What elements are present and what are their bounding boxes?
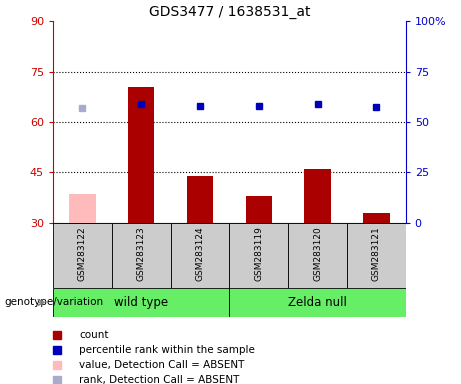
Bar [69,194,95,223]
Text: value, Detection Call = ABSENT: value, Detection Call = ABSENT [79,360,244,370]
Bar [229,288,406,317]
Bar [53,223,112,288]
Bar [363,213,390,223]
Text: wild type: wild type [114,296,168,309]
Bar [187,176,213,223]
Bar [246,196,272,223]
Text: percentile rank within the sample: percentile rank within the sample [79,345,255,355]
Text: GSM283123: GSM283123 [136,227,146,281]
Bar [53,288,230,317]
Text: GSM283121: GSM283121 [372,227,381,281]
Bar [171,223,230,288]
Bar [347,223,406,288]
Text: GSM283124: GSM283124 [195,227,205,281]
Text: genotype/variation: genotype/variation [5,297,104,308]
Bar [304,169,331,223]
Bar [229,223,288,288]
Text: rank, Detection Call = ABSENT: rank, Detection Call = ABSENT [79,375,239,384]
Title: GDS3477 / 1638531_at: GDS3477 / 1638531_at [148,5,310,19]
Text: GSM283119: GSM283119 [254,227,263,281]
Text: GSM283120: GSM283120 [313,227,322,281]
Bar [288,223,347,288]
Text: Zelda null: Zelda null [288,296,347,309]
Bar [112,223,171,288]
Text: count: count [79,330,108,340]
Bar [128,87,154,223]
Text: GSM283122: GSM283122 [78,227,87,281]
